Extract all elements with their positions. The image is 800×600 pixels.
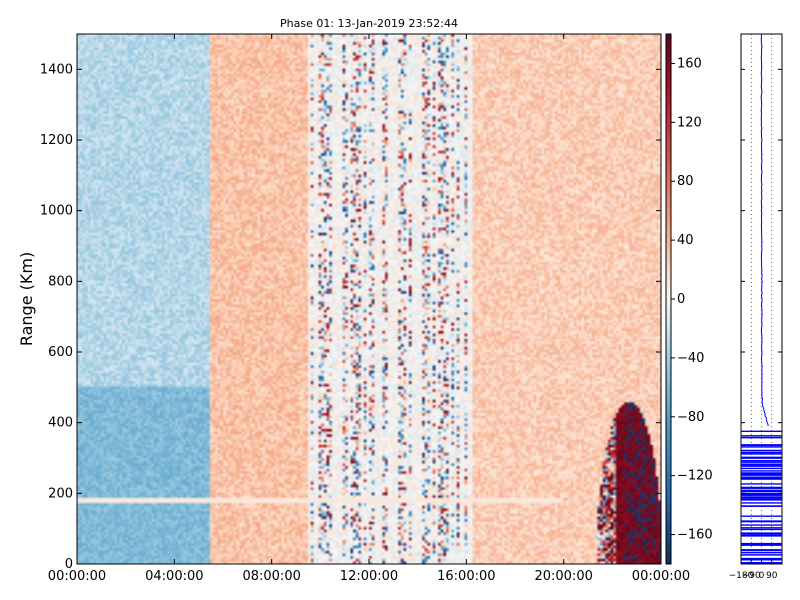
y-tick-label: 800 bbox=[48, 274, 73, 289]
chart-title: Phase 01: 13-Jan-2019 23:52:44 bbox=[280, 17, 458, 30]
x-tick-label: 00:00:00 bbox=[632, 569, 690, 584]
colorbar-ticks: 160 120 80 40 0 −40 −80 −120 −160 bbox=[671, 56, 713, 543]
profile-noise bbox=[741, 430, 782, 564]
x-tick-label: 16:00:00 bbox=[437, 569, 495, 584]
x-tick-label: 20:00:00 bbox=[534, 569, 592, 584]
colorbar: 160 120 80 40 0 −40 −80 −120 −160 bbox=[665, 33, 713, 565]
x-tick-label: 04:00:00 bbox=[145, 569, 203, 584]
x-tick-label: 00:00:00 bbox=[48, 569, 106, 584]
colorbar-tick-label: 160 bbox=[677, 56, 702, 71]
profile-x-tick-label: −90 bbox=[742, 571, 761, 581]
profile-line bbox=[760, 33, 769, 427]
y-tick-label: 400 bbox=[48, 416, 73, 431]
colorbar-gradient bbox=[665, 33, 672, 565]
y-tick-label: 1000 bbox=[40, 204, 73, 219]
heatmap-y-axis: 0 200 400 600 800 1000 1200 1400 bbox=[40, 62, 661, 572]
profile-y-ticks bbox=[741, 68, 782, 565]
colorbar-tick-label: −40 bbox=[677, 351, 704, 366]
colorbar-tick-label: 80 bbox=[677, 174, 694, 189]
colorbar-tick-label: 120 bbox=[677, 115, 702, 130]
x-tick-label: 08:00:00 bbox=[242, 569, 300, 584]
x-tick-label: 12:00:00 bbox=[340, 569, 398, 584]
colorbar-tick-label: −160 bbox=[677, 528, 713, 543]
heatmap-image bbox=[77, 34, 661, 564]
profile-x-axis: −180−900 90 bbox=[729, 560, 778, 581]
y-tick-label: 200 bbox=[48, 486, 73, 501]
profile-x-tick-label: −180 bbox=[729, 571, 754, 581]
y-tick-label: 600 bbox=[48, 345, 73, 360]
y-tick-label: 0 bbox=[65, 557, 73, 572]
y-tick-label: 1200 bbox=[40, 133, 73, 148]
heatmap bbox=[77, 34, 661, 564]
heatmap-x-axis: 00:00:00 04:00:00 08:00:00 12:00:00 16:00:00… bbox=[48, 34, 690, 584]
colorbar-tick-label: −80 bbox=[677, 410, 704, 425]
colorbar-tick-label: 0 bbox=[677, 292, 685, 307]
phase-profile-plot: −180−900 90 bbox=[729, 33, 783, 581]
colorbar-tick-label: 40 bbox=[677, 233, 694, 248]
profile-x-tick-label: 90 bbox=[766, 571, 778, 581]
colorbar-tick-label: −120 bbox=[677, 469, 713, 484]
profile-x-tick-label: 0 bbox=[759, 571, 765, 581]
y-axis-label: Range (Km) bbox=[17, 252, 36, 346]
y-tick-label: 1400 bbox=[40, 62, 73, 77]
